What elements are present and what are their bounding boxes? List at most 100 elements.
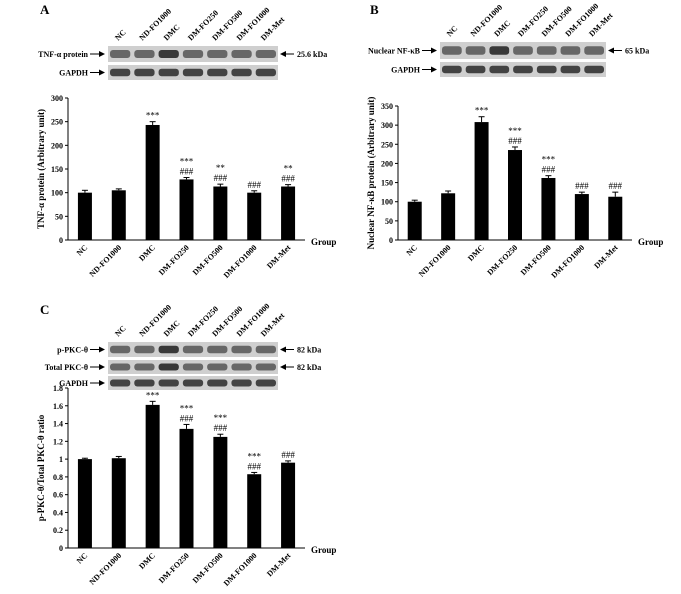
y-axis-label: Nuclear NF-κB protein (Arbitrary unit) (366, 97, 376, 250)
blot-band (158, 363, 179, 371)
bar (574, 194, 589, 240)
blot-band (231, 363, 252, 371)
blot-band (231, 68, 252, 77)
significance-label: *** (146, 111, 160, 121)
blot-band (231, 345, 252, 354)
blot-band (158, 68, 179, 77)
blot-band (207, 50, 228, 58)
blot-band (134, 379, 155, 387)
bar (77, 192, 92, 240)
significance-label: ### (281, 450, 295, 460)
bar (608, 196, 623, 240)
x-tick-label: DM-FO500 (191, 551, 225, 585)
blot-band (442, 46, 462, 55)
y-tick-label: 0 (389, 236, 393, 245)
x-tick-label: ND-FO1000 (417, 243, 453, 279)
blot-band (182, 379, 204, 387)
blot-band (536, 65, 557, 74)
blot-band (465, 65, 486, 74)
bar (111, 190, 126, 240)
y-tick-label: 1.4 (53, 420, 63, 429)
bar (145, 404, 160, 548)
significance-label: ### (180, 413, 194, 423)
lane-label: DMC (162, 22, 182, 42)
error-bar (545, 175, 552, 178)
x-tick-label: DM-Met (592, 243, 620, 271)
significance-label: ** (216, 163, 226, 173)
error-bar (411, 199, 418, 202)
blot-band (560, 46, 581, 55)
bar (474, 122, 489, 240)
significance-label: *** (247, 451, 261, 461)
error-bar (149, 400, 156, 405)
size-label: 82 kDa (297, 346, 321, 355)
bar (281, 186, 296, 240)
error-bar (115, 188, 122, 191)
error-bar (285, 460, 292, 463)
x-tick-label: DM-FO250 (157, 551, 191, 585)
significance-label: ### (575, 181, 589, 191)
blot-label: GAPDH (59, 69, 89, 78)
panel-label: A (40, 2, 50, 17)
significance-label: ### (214, 423, 228, 433)
error-bar (478, 116, 485, 123)
significance-label: ** (284, 164, 294, 174)
lane-label: NC (113, 28, 128, 43)
lane-label: NC (113, 324, 128, 339)
blot-band (207, 345, 228, 354)
lane-label: DMC (162, 318, 182, 338)
blot-band (513, 65, 533, 74)
blot-band (255, 363, 276, 371)
x-axis-label: Group (311, 237, 336, 247)
significance-label: *** (180, 403, 194, 413)
x-tick-label: DM-Met (265, 551, 293, 579)
blot-band (134, 345, 155, 354)
blot-band (207, 379, 228, 387)
y-tick-label: 300 (51, 94, 63, 103)
error-bar (81, 189, 88, 193)
x-tick-label: DM-FO250 (157, 243, 191, 277)
significance-label: *** (475, 106, 489, 116)
bar (407, 201, 422, 240)
y-tick-label: 150 (51, 165, 63, 174)
lane-label: NC (445, 24, 460, 39)
y-tick-label: 0.4 (53, 508, 63, 517)
bar (508, 150, 522, 240)
bar (247, 474, 262, 548)
y-axis-label: p-PKC-θ/Total PKC-θ ratio (36, 414, 46, 521)
error-bar (512, 146, 518, 151)
significance-label: *** (542, 155, 556, 165)
bar (541, 177, 556, 240)
blot-band (182, 68, 204, 77)
size-label: 65 kDa (625, 47, 649, 56)
x-tick-label: DM-FO1000 (222, 551, 259, 588)
blot-band (513, 46, 533, 55)
panel-label: B (370, 2, 379, 17)
blot-band (110, 379, 131, 387)
y-tick-label: 1 (59, 455, 63, 464)
x-tick-label: DM-FO500 (519, 243, 553, 277)
significance-label: ### (609, 181, 623, 191)
x-axis-label: Group (311, 545, 336, 555)
x-tick-label: NC (75, 551, 90, 566)
blot-band (134, 68, 155, 77)
blot-label: GAPDH (59, 379, 89, 388)
bar (213, 186, 228, 240)
bar (213, 436, 228, 548)
significance-label: ### (247, 461, 261, 471)
y-tick-label: 350 (381, 102, 393, 111)
error-bar (217, 433, 224, 437)
size-label: 82 kDa (297, 363, 321, 372)
x-tick-label: ND-FO1000 (88, 243, 124, 279)
bar (111, 458, 126, 548)
lane-label: DMC (492, 18, 512, 38)
panel-label: C (40, 302, 49, 317)
x-tick-label: DM-FO1000 (222, 243, 259, 280)
y-tick-label: 150 (381, 179, 393, 188)
blot-band (182, 50, 204, 58)
significance-label: ### (508, 136, 522, 146)
error-bar (217, 183, 224, 187)
x-tick-label: DMC (137, 243, 157, 263)
error-bar (183, 423, 190, 429)
